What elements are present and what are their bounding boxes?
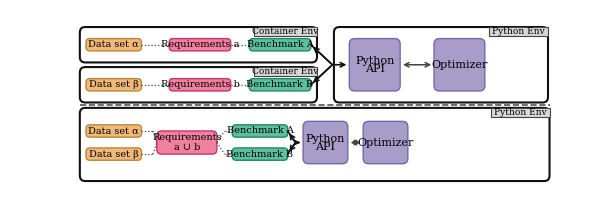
Bar (254, 27, 317, 36)
FancyBboxPatch shape (157, 131, 217, 154)
Text: Data set α: Data set α (88, 126, 139, 136)
Text: Benchmark A: Benchmark A (227, 126, 293, 136)
FancyBboxPatch shape (363, 121, 408, 164)
Text: API: API (316, 142, 335, 152)
Text: Container Env: Container Env (252, 27, 319, 36)
Bar (489, 27, 548, 36)
Text: Data set α: Data set α (88, 40, 139, 49)
Text: Optimizer: Optimizer (357, 138, 414, 147)
Text: Data set β: Data set β (89, 150, 139, 159)
Text: Python Env: Python Env (492, 27, 545, 36)
Text: a ∪ b: a ∪ b (174, 143, 200, 152)
Text: Python: Python (306, 134, 345, 144)
FancyBboxPatch shape (169, 79, 231, 91)
Bar (254, 67, 317, 76)
FancyBboxPatch shape (86, 39, 141, 51)
FancyBboxPatch shape (80, 27, 317, 62)
Text: Container Env: Container Env (252, 67, 319, 76)
Text: Benchmark B: Benchmark B (246, 80, 314, 89)
FancyBboxPatch shape (249, 39, 311, 51)
FancyBboxPatch shape (334, 27, 548, 103)
Text: Data set β: Data set β (89, 80, 139, 89)
Text: Optimizer: Optimizer (431, 60, 488, 70)
FancyBboxPatch shape (80, 108, 550, 181)
FancyBboxPatch shape (80, 67, 317, 103)
Bar (491, 108, 550, 117)
FancyBboxPatch shape (249, 79, 311, 91)
FancyBboxPatch shape (86, 79, 141, 91)
Text: API: API (365, 64, 385, 74)
FancyBboxPatch shape (349, 39, 400, 91)
FancyBboxPatch shape (169, 39, 231, 51)
FancyBboxPatch shape (434, 39, 485, 91)
Text: Requirements a: Requirements a (161, 40, 239, 49)
FancyBboxPatch shape (232, 148, 288, 160)
Text: Requirements b: Requirements b (160, 80, 239, 89)
Text: Benchmark B: Benchmark B (227, 150, 293, 159)
Text: Requirements: Requirements (152, 133, 222, 142)
FancyBboxPatch shape (303, 121, 348, 164)
FancyBboxPatch shape (86, 125, 141, 137)
Text: Python: Python (355, 56, 394, 66)
FancyBboxPatch shape (232, 125, 288, 137)
Text: Python Env: Python Env (494, 108, 546, 117)
FancyBboxPatch shape (86, 148, 141, 160)
Text: Benchmark A: Benchmark A (247, 40, 314, 49)
